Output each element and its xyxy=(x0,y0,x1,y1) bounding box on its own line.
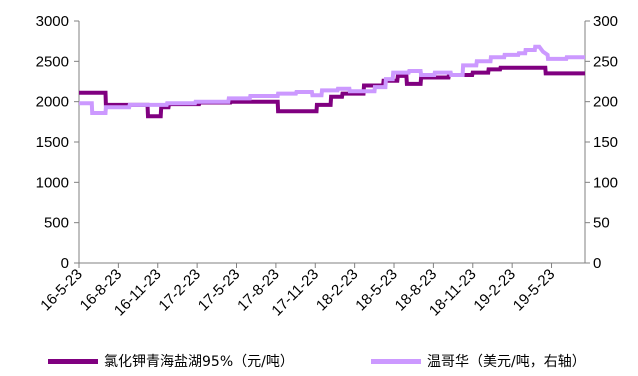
x-tick-label: 19-5-23 xyxy=(510,266,559,315)
y-left-tick-label: 500 xyxy=(44,215,69,232)
x-tick-label: 17-2-23 xyxy=(155,266,204,315)
y-right-tick-label: 250 xyxy=(593,53,618,70)
series-line-0 xyxy=(79,65,585,119)
legend-item-1: 温哥华（美元/吨，右轴） xyxy=(371,350,586,372)
chart: 0 500 1000 1500 2000 2500 3000 0 50 100 150 200 250… xyxy=(36,13,618,320)
y-left-tick-label: 1500 xyxy=(36,134,69,151)
legend-item-0: 氯化钾青海盐湖95%（元/吨） xyxy=(48,350,294,372)
y-left-tick-labels: 0 500 1000 1500 2000 2500 3000 xyxy=(36,13,69,272)
x-tick-labels: 16-5-2316-8-2316-11-2317-2-2317-5-2317-8… xyxy=(37,266,558,320)
y-left-tick-label: 2000 xyxy=(36,94,69,111)
chart-axes xyxy=(74,20,590,268)
x-tick-label: 16-5-23 xyxy=(37,266,86,315)
legend-label-1: 温哥华（美元/吨，右轴） xyxy=(427,354,586,370)
x-tick-label: 19-2-23 xyxy=(470,266,519,315)
y-left-tick-label: 2500 xyxy=(36,53,69,70)
legend-swatch-0 xyxy=(48,358,98,364)
chart-series xyxy=(79,44,585,119)
y-left-tick-label: 0 xyxy=(61,255,69,272)
y-left-tick-label: 1000 xyxy=(36,174,69,191)
y-right-tick-label: 300 xyxy=(593,13,618,30)
y-right-tick-labels: 0 50 100 150 200 250 300 xyxy=(593,13,618,272)
legend-label-0: 氯化钾青海盐湖95%（元/吨） xyxy=(104,354,294,370)
y-right-tick-label: 150 xyxy=(593,134,618,151)
y-right-tick-label: 0 xyxy=(593,255,601,272)
x-tick-label: 18-5-23 xyxy=(352,266,401,315)
y-left-tick-label: 3000 xyxy=(36,13,69,30)
y-right-tick-label: 50 xyxy=(593,215,610,232)
y-right-tick-label: 200 xyxy=(593,94,618,111)
x-tick-label: 18-2-23 xyxy=(313,266,362,315)
series-line-1 xyxy=(79,44,585,115)
y-right-tick-label: 100 xyxy=(593,174,618,191)
legend-swatch-1 xyxy=(371,358,421,364)
x-tick-label: 17-5-23 xyxy=(195,266,244,315)
